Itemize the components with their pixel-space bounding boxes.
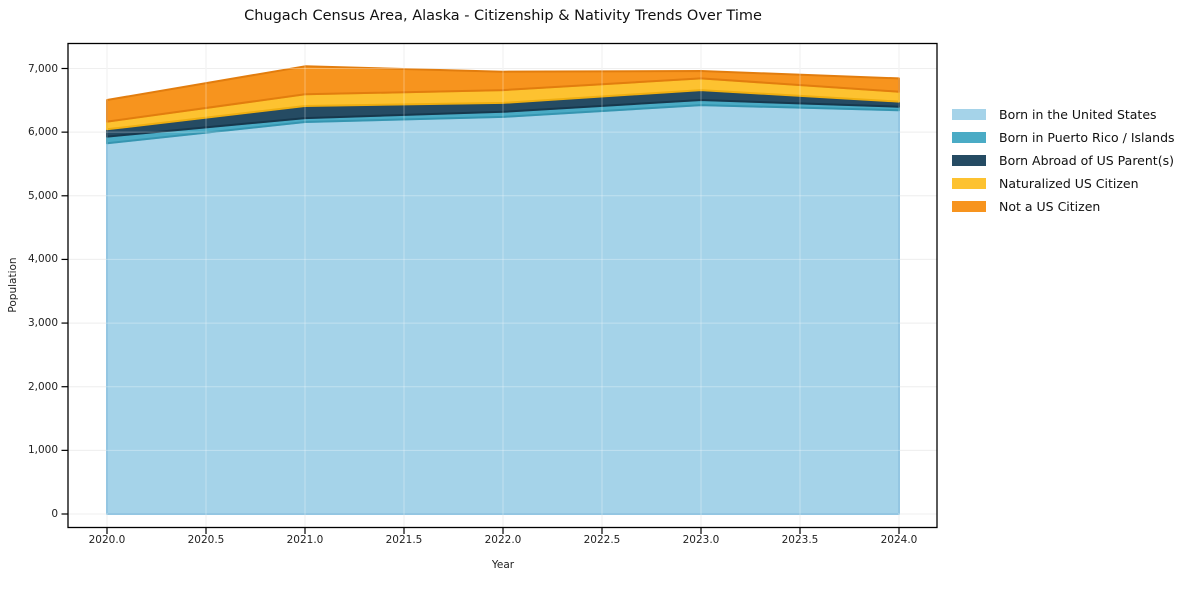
- legend-item: Born in Puerto Rico / Islands: [952, 126, 1175, 149]
- x-tick-label: 2022.0: [484, 534, 522, 546]
- x-tick-label: 2020.0: [88, 534, 126, 546]
- legend-item: Born Abroad of US Parent(s): [952, 149, 1175, 172]
- legend-label: Born in Puerto Rico / Islands: [999, 130, 1175, 145]
- legend-item: Born in the United States: [952, 103, 1175, 126]
- legend-item: Naturalized US Citizen: [952, 172, 1175, 195]
- legend-color-swatch-icon: [952, 132, 986, 143]
- y-tick-label: 5,000: [27, 189, 58, 202]
- y-tick-label: 4,000: [27, 253, 58, 266]
- legend-label: Naturalized US Citizen: [999, 176, 1139, 191]
- legend: Born in the United States Born in Puerto …: [952, 103, 1175, 218]
- y-tick-label: 3,000: [27, 317, 58, 330]
- legend-label: Born Abroad of US Parent(s): [999, 153, 1174, 168]
- y-axis-label: Population: [7, 257, 19, 313]
- y-tick-label: 1,000: [27, 444, 58, 457]
- x-tick-label: 2020.5: [187, 534, 225, 546]
- x-tick-label: 2022.5: [583, 534, 621, 546]
- x-tick-label: 2023.0: [682, 534, 720, 546]
- chart-title: Chugach Census Area, Alaska - Citizenshi…: [244, 8, 762, 24]
- legend-label: Born in the United States: [999, 107, 1157, 122]
- y-tick-label: 2,000: [27, 380, 58, 393]
- x-tick-label: 2024.0: [880, 534, 918, 546]
- legend-color-swatch-icon: [952, 155, 986, 166]
- legend-label: Not a US Citizen: [999, 199, 1101, 214]
- area-series-4: [106, 65, 900, 123]
- y-tick-label: 7,000: [27, 62, 58, 75]
- y-tick-label: 0: [51, 508, 58, 520]
- y-tick-label: 6,000: [27, 126, 58, 139]
- x-axis-label: Year: [491, 559, 515, 571]
- legend-color-swatch-icon: [952, 178, 986, 189]
- x-tick-label: 2021.5: [385, 534, 423, 546]
- legend-color-swatch-icon: [952, 201, 986, 212]
- x-tick-label: 2021.0: [286, 534, 324, 546]
- x-tick-label: 2023.5: [781, 534, 819, 546]
- legend-color-swatch-icon: [952, 109, 986, 120]
- legend-item: Not a US Citizen: [952, 195, 1175, 218]
